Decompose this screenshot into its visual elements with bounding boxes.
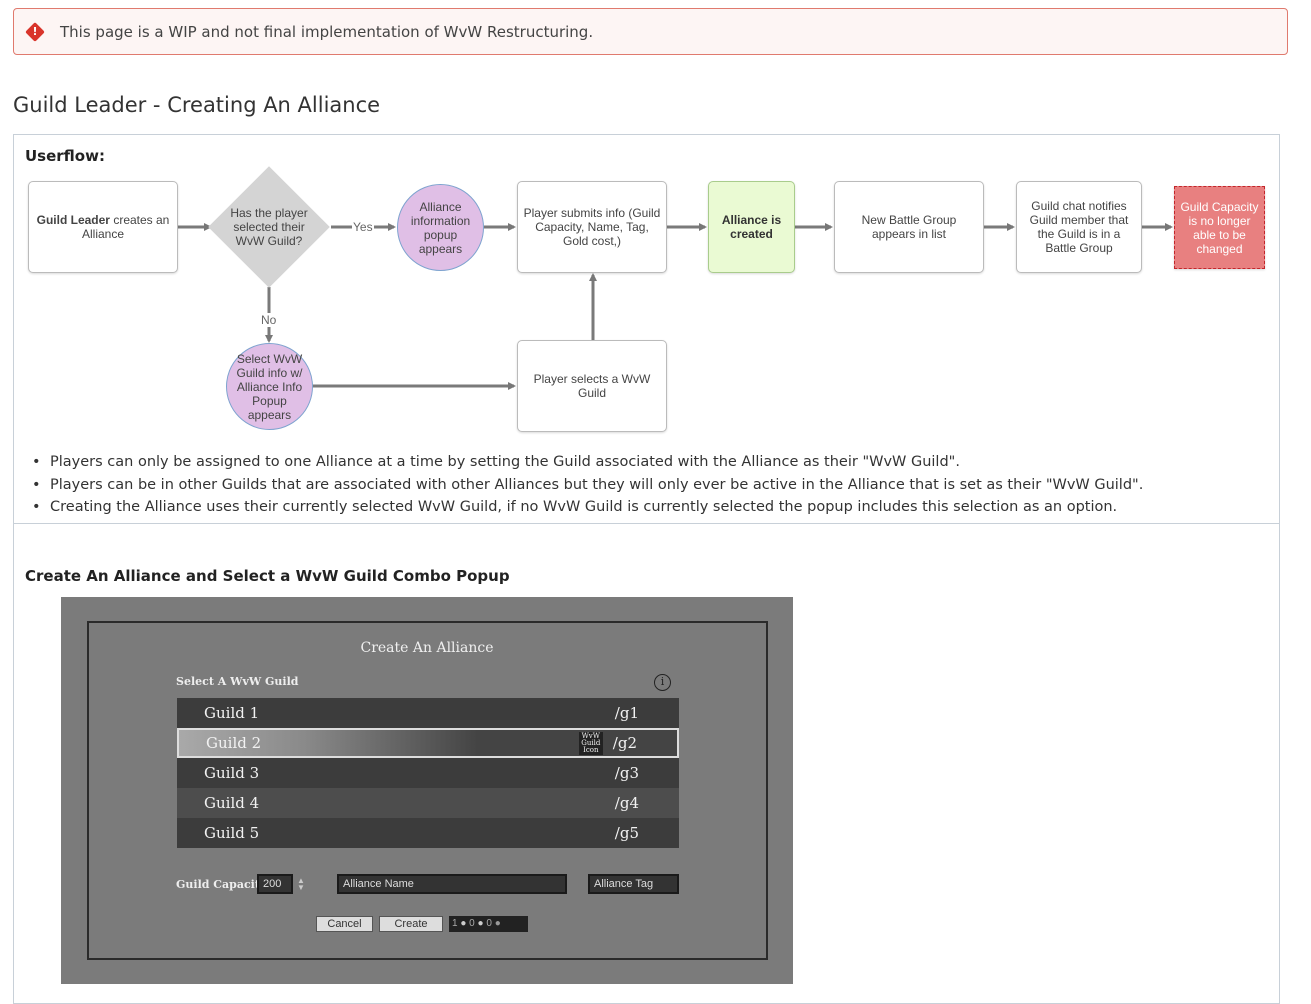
popup-frame — [87, 621, 768, 960]
popup-section-label: Create An Alliance and Select a WvW Guil… — [25, 567, 510, 585]
silver-coin-icon: ● — [477, 918, 484, 929]
yes-label: Yes — [352, 220, 374, 234]
alert-text: This page is a WIP and not final impleme… — [60, 22, 594, 41]
alliance-tag-input[interactable]: Alliance Tag — [588, 874, 679, 894]
popup-mockup: Create An Alliance Select A WvW Guild i … — [61, 597, 793, 984]
flow-node-battle-group: New Battle Group appears in list — [834, 181, 984, 273]
guild-list: Guild 1/g1 Guild 2 WvW Guild Icon/g2 Guil… — [177, 698, 679, 848]
page-title: Guild Leader - Creating An Alliance — [13, 93, 381, 117]
flow-decision: Has the player selected their WvW Guild? — [207, 167, 331, 287]
flow-node-popup: Alliance information popup appears — [397, 184, 484, 271]
no-label: No — [260, 313, 278, 327]
divider — [13, 523, 1280, 524]
guild-row[interactable]: Guild 3/g3 — [177, 758, 679, 788]
cancel-button[interactable]: Cancel — [316, 916, 373, 932]
note-item: Players can only be assigned to one Alli… — [32, 451, 1143, 474]
userflow-label: Userflow: — [25, 147, 105, 165]
alliance-name-input[interactable]: Alliance Name — [337, 874, 567, 894]
flow-node-submit: Player submits info (Guild Capacity, Nam… — [517, 181, 667, 273]
flow-node-start: Guild Leader creates an Alliance — [28, 181, 178, 273]
guild-row[interactable]: Guild 4/g4 — [177, 788, 679, 818]
notes-list: Players can only be assigned to one Alli… — [32, 451, 1143, 519]
start-bold: Guild Leader — [36, 213, 110, 227]
flow-node-chat: Guild chat notifies Guild member that th… — [1016, 181, 1142, 273]
note-item: Players can be in other Guilds that are … — [32, 474, 1143, 497]
flow-node-player-selects: Player selects a WvW Guild — [517, 340, 667, 432]
guild-capacity-label: Guild Capacity — [176, 878, 267, 891]
wvw-guild-icon: WvW Guild Icon — [578, 731, 603, 755]
guild-row[interactable]: Guild 5/g5 — [177, 818, 679, 848]
guild-row[interactable]: Guild 1/g1 — [177, 698, 679, 728]
guild-row-selected[interactable]: Guild 2 WvW Guild Icon/g2 — [177, 728, 679, 758]
popup-title: Create An Alliance — [360, 640, 494, 656]
flow-node-select-popup: Select WvW Guild info w/ Alliance Info P… — [226, 343, 313, 430]
flow-node-capacity: Guild Capacity is no longer able to be c… — [1174, 186, 1265, 269]
wip-alert: ! This page is a WIP and not final imple… — [13, 8, 1288, 55]
copper-coin-icon: ● — [494, 918, 501, 929]
note-item: Creating the Alliance uses their current… — [32, 496, 1143, 519]
select-guild-label: Select A WvW Guild — [176, 675, 299, 688]
gold-coin-icon: ● — [460, 918, 467, 929]
create-button[interactable]: Create — [379, 916, 443, 932]
info-icon[interactable]: i — [654, 674, 671, 691]
guild-capacity-input[interactable]: 200 — [257, 874, 293, 894]
flow-node-created: Alliance is created — [708, 181, 795, 273]
start-text: creates an Alliance — [81, 213, 170, 241]
gold-cost: 1 ● 0 ● 0 ● — [449, 916, 528, 932]
capacity-stepper-icon[interactable]: ▲ ▼ — [297, 876, 305, 892]
